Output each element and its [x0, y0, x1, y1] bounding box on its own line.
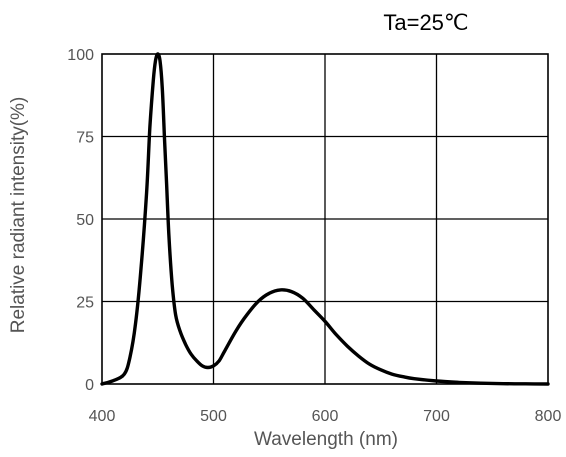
y-axis-label: Relative radiant intensity(%) [8, 97, 29, 334]
y-tick-label: 50 [76, 212, 94, 229]
y-tick-label: 100 [67, 47, 94, 64]
x-axis-ticks: 400 500 600 700 800 [89, 408, 562, 425]
y-tick-label: 25 [76, 295, 94, 312]
y-axis-ticks: 0 25 50 75 100 [67, 47, 94, 394]
y-tick-label: 75 [76, 130, 94, 147]
x-tick-label: 500 [200, 408, 227, 425]
y-tick-label: 0 [85, 377, 94, 394]
intensity-curve-line [100, 52, 550, 386]
x-tick-label: 400 [89, 408, 116, 425]
plot-frame [101, 53, 549, 385]
x-tick-label: 600 [312, 408, 339, 425]
x-axis-label: Wavelength (nm) [254, 429, 398, 450]
grid-lines [102, 54, 548, 384]
x-tick-label: 700 [423, 408, 450, 425]
x-tick-label: 800 [535, 408, 562, 425]
chart-title: Ta=25℃ [383, 10, 468, 35]
